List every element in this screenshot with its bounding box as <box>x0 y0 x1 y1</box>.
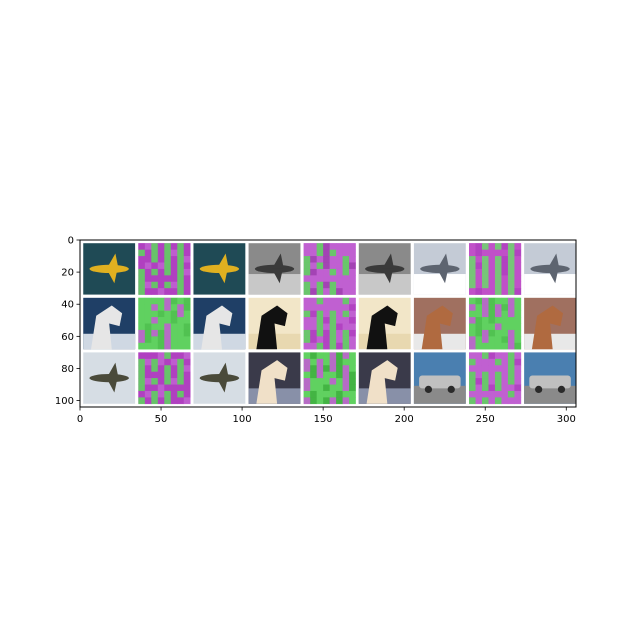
image-tile-horse-brown <box>413 297 466 350</box>
plot-frame <box>79 239 577 408</box>
image-tile-noise <box>469 297 522 350</box>
image-tile-horse-white <box>193 297 246 350</box>
image-tile-airliner <box>524 243 576 295</box>
image-tile-noise <box>303 352 356 405</box>
image-tile-horse-pale <box>358 352 411 404</box>
x-tick-label: 50 <box>155 414 168 425</box>
image-tile-propeller-plane <box>83 352 136 404</box>
y-tick-label: 0 <box>68 236 74 247</box>
y-tick-label: 80 <box>61 364 74 375</box>
image-tile-noise <box>138 297 191 350</box>
image-tile-horse-white <box>83 297 136 350</box>
image-tile-car-silver <box>524 352 576 404</box>
image-tile-horse-black <box>248 297 301 350</box>
x-tick-label: 300 <box>557 414 576 425</box>
image-tile-airplane-yellow <box>193 243 246 295</box>
image-tile-airplane-yellow <box>83 243 136 295</box>
image-tile-airplane-ground <box>358 243 411 295</box>
image-tile-propeller-plane <box>193 352 246 404</box>
y-tick-label: 100 <box>55 396 74 407</box>
image-tile-car-silver <box>413 352 466 404</box>
image-tile-horse-pale <box>248 352 301 404</box>
y-tick-label: 20 <box>61 268 74 279</box>
image-tile-airliner <box>413 243 466 295</box>
y-tick-label: 40 <box>61 300 74 311</box>
image-tile-horse-black <box>358 297 411 350</box>
x-tick-label: 150 <box>314 414 333 425</box>
x-axis: 0 50 100 150 200 250 300 <box>77 407 576 425</box>
image-tile-noise <box>138 352 191 405</box>
x-tick-label: 100 <box>233 414 252 425</box>
image-tile-noise <box>303 297 356 350</box>
y-tick-label: 60 <box>61 332 74 343</box>
y-axis: 0 20 40 60 80 100 <box>55 236 80 407</box>
image-tile-noise <box>303 243 356 295</box>
image-tile-noise <box>469 243 522 295</box>
x-tick-label: 200 <box>395 414 414 425</box>
image-tile-noise <box>138 243 191 295</box>
image-tile-horse-brown <box>524 297 576 350</box>
image-tiles <box>83 243 576 405</box>
x-tick-label: 250 <box>476 414 495 425</box>
image-tile-noise <box>469 352 522 405</box>
image-tile-airplane-ground <box>248 243 301 295</box>
x-tick-label: 0 <box>77 414 83 425</box>
